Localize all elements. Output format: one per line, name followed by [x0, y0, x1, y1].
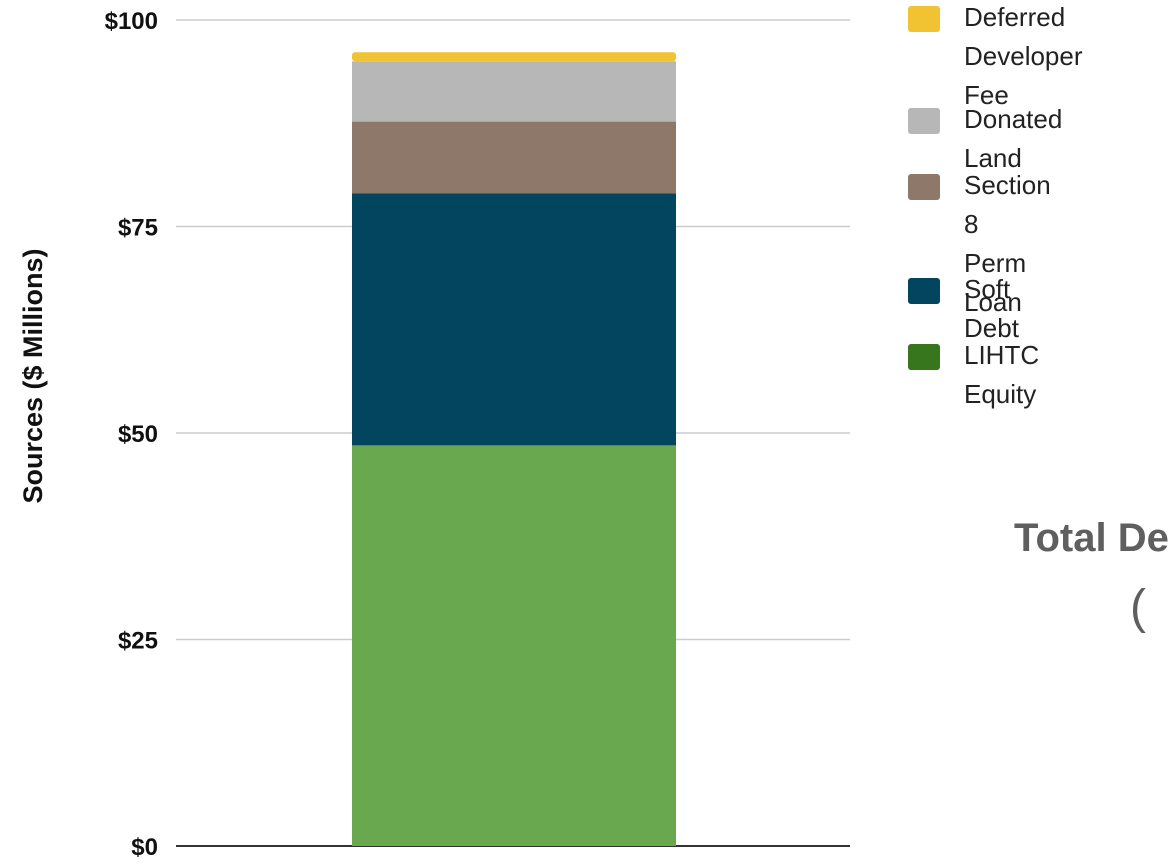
bar-segment: [352, 193, 676, 446]
bar-segment: [352, 61, 676, 122]
legend-swatch: [908, 108, 940, 134]
legend-swatch: [908, 278, 940, 304]
legend-label: Deferred Developer Fee: [964, 2, 1083, 110]
legend-swatch: [908, 6, 940, 32]
legend-label: Donated Land: [964, 104, 1063, 173]
legend-item: Donated Land: [908, 104, 1062, 178]
legend-label: Soft Debt: [964, 274, 1019, 343]
y-tick-label: $25: [118, 628, 158, 655]
bar-segment: [352, 121, 676, 194]
total-annotation: Total De: [1014, 516, 1169, 560]
legend-swatch: [908, 344, 940, 370]
legend-swatch: [908, 174, 940, 200]
legend-item: Soft Debt: [908, 274, 1019, 348]
legend-item: Deferred Developer Fee: [908, 2, 1083, 115]
legend-label: LIHTC Equity: [964, 340, 1040, 409]
y-tick-label: $0: [131, 834, 158, 861]
y-tick-label: $50: [118, 421, 158, 448]
legend-item: Section 8 Perm Loan: [908, 170, 1051, 322]
total-annotation-paren: (: [1130, 581, 1146, 634]
legend-label: Section 8 Perm Loan: [964, 170, 1051, 317]
y-tick-label: $100: [105, 8, 158, 35]
y-axis-title: Sources ($ Millions): [18, 248, 48, 503]
bar-segment: [352, 445, 676, 846]
bar-segment: [352, 52, 676, 62]
y-tick-label: $75: [118, 215, 158, 242]
legend-item: LIHTC Equity: [908, 340, 1039, 414]
